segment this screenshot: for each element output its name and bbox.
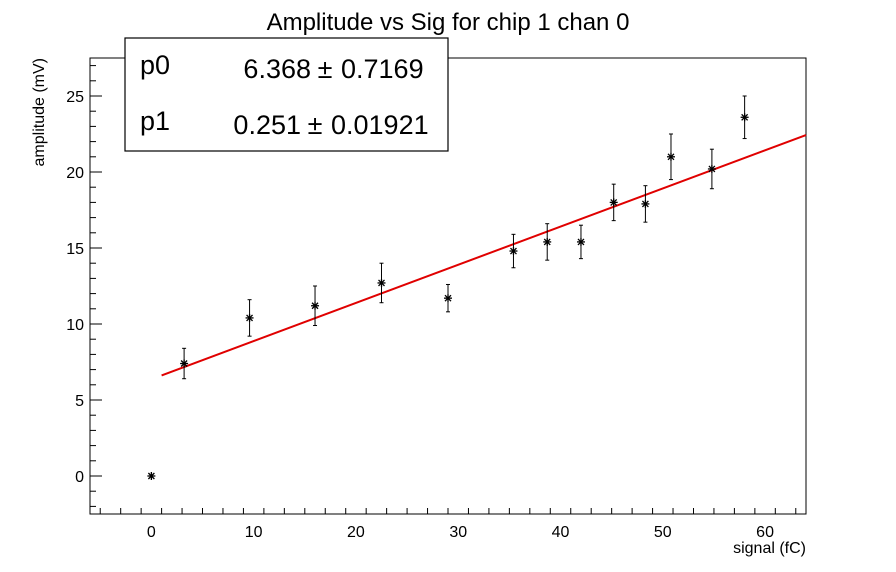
stats-p0-error: 0.7169 xyxy=(341,54,424,84)
stats-box-frame xyxy=(124,37,449,152)
marker-stroke xyxy=(741,113,749,121)
marker-stroke xyxy=(641,200,649,208)
data-point xyxy=(666,133,675,181)
x-axis: 0 10 20 30 40 50 60 xyxy=(99,508,797,541)
data-point xyxy=(245,299,254,337)
y-axis-label: amplitude (mV) xyxy=(31,58,48,166)
marker-stroke xyxy=(378,279,385,287)
chart-title: Amplitude vs Sig for chip 1 chan 0 xyxy=(267,9,630,36)
data-point xyxy=(180,347,189,380)
x-tick-label: 10 xyxy=(245,524,263,541)
stats-p1-name: p1 xyxy=(140,106,170,136)
x-tick-label: 40 xyxy=(552,524,570,541)
data-point xyxy=(707,148,716,190)
marker-stroke xyxy=(667,153,675,161)
stats-p1-error: 0.01921 xyxy=(331,110,429,140)
marker-stroke xyxy=(246,314,254,322)
data-point xyxy=(311,285,320,327)
y-axis: 0 5 10 15 20 25 xyxy=(66,65,102,507)
stats-p0-pm: ± xyxy=(318,54,333,84)
marker-stroke xyxy=(510,247,517,255)
points-layer xyxy=(147,95,749,480)
x-axis-label: signal (fC) xyxy=(733,540,806,557)
x-tick-label: 30 xyxy=(449,524,467,541)
y-tick-label: 25 xyxy=(66,89,84,106)
x-tick-label: 0 xyxy=(147,524,156,541)
marker-stroke xyxy=(311,302,319,310)
data-point xyxy=(641,185,650,223)
data-point xyxy=(509,233,518,269)
x-tick-label: 50 xyxy=(654,524,672,541)
data-point xyxy=(543,223,552,261)
data-point xyxy=(609,183,618,222)
y-tick-label: 15 xyxy=(66,241,84,258)
stats-p0-name: p0 xyxy=(140,50,170,80)
stats-box: p0 6.368 ± 0.7169 p1 0.251 ± 0.01921 xyxy=(124,37,449,152)
data-point xyxy=(576,224,585,260)
data-point xyxy=(740,95,749,140)
marker-stroke xyxy=(708,165,716,173)
y-tick-label: 5 xyxy=(75,393,84,410)
y-tick-label: 10 xyxy=(66,317,84,334)
marker-stroke xyxy=(610,198,618,206)
marker-stroke xyxy=(147,472,155,480)
stats-p1-value: 0.251 xyxy=(233,110,301,140)
stats-p0-value: 6.368 xyxy=(243,54,311,84)
data-point xyxy=(147,472,156,480)
x-tick-label: 20 xyxy=(347,524,365,541)
fit-line xyxy=(161,134,807,377)
marker-stroke xyxy=(543,238,551,246)
marker-stroke xyxy=(180,360,188,367)
stats-p1-pm: ± xyxy=(308,110,323,140)
marker-stroke xyxy=(577,238,585,246)
x-tick-label: 60 xyxy=(756,524,774,541)
data-point xyxy=(377,262,386,304)
marker-stroke xyxy=(444,294,452,302)
y-tick-label: 20 xyxy=(66,165,84,182)
data-point xyxy=(444,283,452,313)
y-tick-label: 0 xyxy=(75,469,84,486)
fit-layer xyxy=(161,134,807,377)
